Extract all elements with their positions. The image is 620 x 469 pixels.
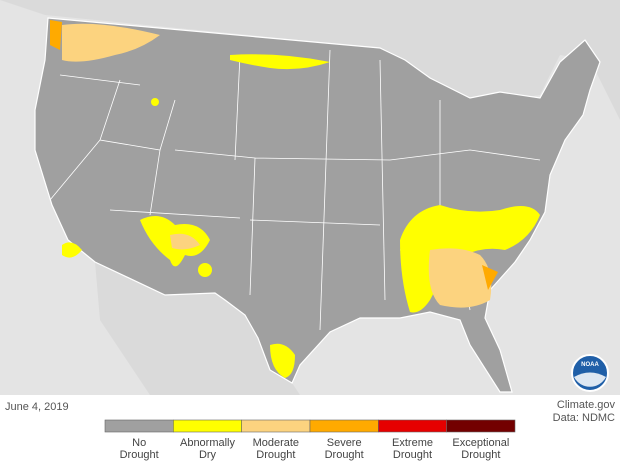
mexico [95, 262, 300, 395]
legend-label: Extreme [392, 437, 433, 449]
legend-label: Drought [120, 449, 159, 461]
legend-label: Abnormally [180, 437, 236, 449]
legend-label: Severe [327, 437, 362, 449]
canada [0, 0, 620, 120]
drought-areas [50, 20, 540, 378]
legend: NoDroughtAbnormallyDryModerateDroughtSev… [104, 419, 516, 461]
legend-label: Moderate [253, 437, 299, 449]
legend-swatch [378, 419, 447, 433]
legend-swatch [173, 419, 242, 433]
legend-label: Drought [461, 449, 500, 461]
map-date: June 4, 2019 [5, 401, 69, 413]
legend-swatch [241, 419, 311, 433]
noaa-logo-text: NOAA [581, 362, 599, 368]
noaa-logo-wave [574, 372, 606, 387]
legend-label: Drought [256, 449, 295, 461]
credit: Climate.gov [557, 399, 616, 411]
source: Data: NDMC [553, 412, 615, 424]
legend-label: No [132, 437, 146, 449]
legend-swatch [446, 419, 516, 433]
legend-label: Drought [325, 449, 364, 461]
legend-label: Dry [199, 449, 217, 461]
legend-label: Exceptional [452, 437, 509, 449]
legend-label: Drought [393, 449, 432, 461]
legend-swatch [309, 419, 379, 433]
legend-swatch [104, 419, 174, 433]
